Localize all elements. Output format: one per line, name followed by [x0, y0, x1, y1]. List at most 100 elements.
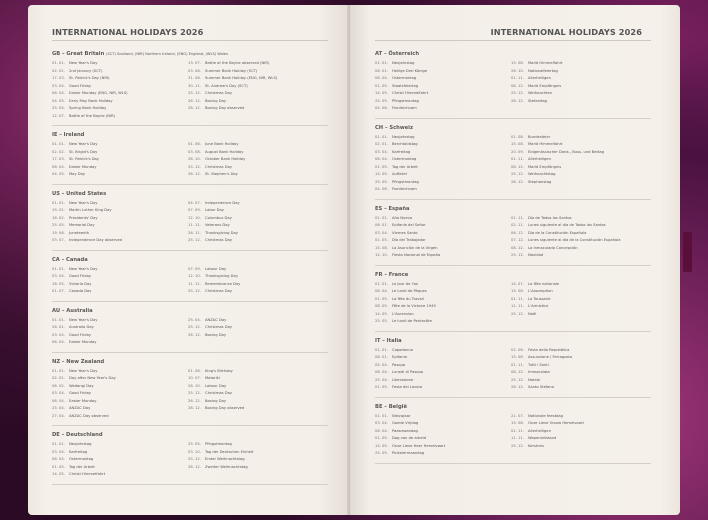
holiday-date: 25. 12. [511, 172, 524, 176]
holiday-row: 20. 09. Eidgenössischer Dank-, Buss- und … [511, 149, 647, 157]
holiday-row: 06. 04. Easter Monday [52, 339, 188, 347]
holiday-date: 03. 04. [52, 332, 65, 337]
holiday-date: 14. 05. [375, 91, 388, 95]
holiday-date: 12. 07. [52, 113, 65, 118]
holiday-row: 03. 04. Good Friday [52, 273, 188, 281]
holiday-column: 01. 06. June Bank Holiday 03. 08. August Ba… [188, 141, 324, 179]
holiday-row: 25. 04. Liberazione [375, 377, 511, 385]
holiday-columns: 01. 01. Le Jour de l'an 06. 04. Le lundi de… [375, 281, 651, 326]
holiday-row: 25. 05. Pfingstmontag [375, 98, 511, 106]
holiday-date: 25. 05. [375, 179, 388, 184]
holiday-name: Boxing Day [205, 398, 227, 403]
holiday-name: La Inmaculada Concepción [528, 245, 578, 250]
holiday-row: 27. 04. ANZAC Day observed [52, 413, 188, 421]
holiday-name: Fête de la Victoire 1945 [392, 304, 436, 308]
holiday-row: 25. 12. Christmas Day [188, 324, 324, 332]
holiday-columns: 01. 01. New Year's Day 02. 02. St. Brigid's… [52, 141, 328, 179]
holiday-name: Tutti i Santi [528, 362, 549, 367]
holiday-date: 01. 01. [375, 215, 388, 220]
holiday-row: 06. 04. Ostermontag [375, 156, 511, 164]
holiday-name: Waitangi Day [69, 383, 94, 388]
holiday-date: 08. 12. [511, 83, 524, 88]
holiday-name: New Year's Day [69, 142, 98, 146]
holiday-column: 01. 08. Bundesfeier 15. 08. Mariä Himmelfah… [511, 134, 647, 194]
holiday-date: 31. 08. [188, 76, 201, 80]
holiday-column: 01. 01. Año Nuevo 06. 01. Epifanía del Seño… [375, 215, 511, 260]
holiday-name: Fiesta Nacional de España [392, 253, 441, 257]
holiday-row: 02. 11. Lunes siguiente al día de Todos l… [511, 222, 647, 230]
holiday-name: Fronleichnam [392, 187, 417, 191]
country-heading: CA – Canada [52, 257, 328, 263]
country-heading: AT – Österreich [375, 51, 651, 57]
holiday-name: Day after New Year's Day [69, 376, 116, 380]
holiday-name: Christi Himmelfahrt [392, 91, 429, 95]
holiday-date: 15. 08. [511, 289, 524, 293]
holiday-row: 14. 05. Christi Himmelfahrt [52, 471, 188, 479]
holiday-name: Lunedì di Pasqua [392, 370, 424, 374]
holiday-name: Festa del Lavoro [392, 385, 423, 389]
holiday-row: 01. 01. New Year's Day [52, 141, 188, 149]
holiday-name: Memorial Day [69, 223, 95, 227]
holiday-row: 25. 12. Natale [511, 377, 647, 385]
holiday-name: Navidad [528, 253, 544, 257]
holiday-column: 13. 07. Battle of the Boyne observed (NIR… [188, 60, 324, 120]
holiday-column: 21. 07. Nationale feestdag 15. 08. Onze Lie… [511, 413, 647, 458]
holiday-name: Nationalfeiertag [528, 68, 558, 73]
country-section: DE – Deutschland 01. 01. Neujahrstag 03. 04… [52, 426, 328, 485]
holiday-date: 14. 05. [375, 443, 388, 448]
holiday-name: Australia Day [69, 325, 94, 329]
holiday-date: 26. 12. [188, 464, 201, 469]
holiday-date: 25. 12. [511, 253, 524, 257]
holiday-row: 13. 07. Battle of the Boyne observed (NIR… [188, 60, 324, 68]
holiday-row: 11. 11. Wapenstilstand [511, 435, 647, 443]
holiday-date: 01. 01. [375, 347, 388, 352]
holiday-row: 26. 10. Labour Day [188, 383, 324, 391]
holiday-name: Early May Bank Holiday [69, 98, 113, 103]
holiday-row: 26. 12. Boxing Day [188, 98, 324, 106]
holiday-name: St. Andrew's Day (SCT) [205, 83, 248, 88]
country-section: AU – Australia 01. 01. New Year's Day 26. 0… [52, 302, 328, 353]
holiday-row: 01. 05. Día del Trabajador [375, 237, 511, 245]
holiday-name: Tag der Arbeit [69, 464, 95, 469]
holiday-name: Pfingstmontag [205, 442, 232, 446]
holiday-date: 25. 12. [188, 289, 201, 293]
title-divider [52, 40, 328, 41]
country-heading: NZ – New Zealand [52, 359, 328, 365]
holiday-date: 01. 01. [375, 281, 388, 286]
holiday-column: 01. 01. New Year's Day 02. 01. 2nd January … [52, 60, 188, 120]
holiday-date: 02. 01. [52, 68, 65, 73]
holiday-name: Le Jour de l'an [392, 281, 419, 286]
holiday-row: 16. 02. Presidents' Day [52, 215, 188, 223]
holiday-name: Liberazione [392, 377, 414, 382]
country-heading: FR – France [375, 272, 651, 278]
holiday-columns: 01. 01. Neujahrstag 03. 04. Karfreitag 06. 0… [52, 441, 328, 479]
holiday-row: 01. 11. Tutti i Santi [511, 362, 647, 370]
holiday-name: Ostermontag [392, 157, 417, 161]
holiday-row: 26. 12. Stephanstag [511, 179, 647, 187]
country-name: US – United States [52, 190, 107, 197]
country-name: AT – Österreich [375, 51, 420, 57]
holiday-date: 02. 01. [52, 376, 65, 380]
holiday-date: 03. 08. [188, 68, 201, 73]
holiday-row: 01. 05. La fête du Travail [375, 296, 511, 304]
country-heading: AU – Australia [52, 308, 328, 314]
holiday-date: 26. 12. [188, 332, 201, 337]
holiday-date: 02. 11. [511, 223, 524, 227]
holiday-row: 01. 05. Tag der Arbeit [375, 164, 511, 172]
holiday-date: 17. 03. [52, 157, 65, 161]
holiday-date: 08. 12. [511, 370, 524, 374]
holiday-date: 15. 08. [511, 61, 524, 65]
holiday-row: 11. 11. Remembrance Day [188, 281, 324, 289]
holiday-name: Mariä Empfängnis [528, 83, 562, 88]
holiday-date: 08. 12. [511, 164, 524, 169]
holiday-date: 04. 05. [52, 98, 65, 103]
holiday-name: Tag der Deutschen Einheit [205, 449, 254, 454]
country-name: BE – België [375, 403, 407, 410]
holiday-name: Neujahrstag [392, 134, 415, 139]
holiday-column: 01. 06. King's Birthday 10. 07. Matariki 26.… [188, 368, 324, 421]
holiday-row: 07. 09. Labor Day [188, 207, 324, 215]
holiday-date: 03. 04. [52, 274, 65, 278]
holiday-date: 03. 04. [52, 83, 65, 88]
holiday-name: Berchtoldstag [392, 142, 418, 146]
holiday-name: L'Ascension [392, 311, 414, 316]
